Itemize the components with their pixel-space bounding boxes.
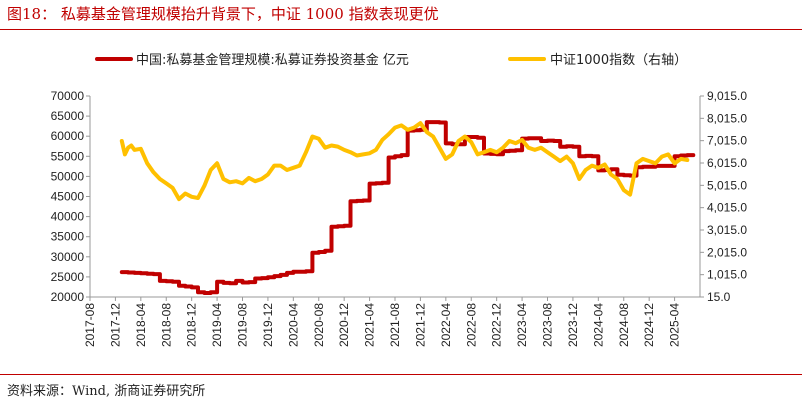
source-note: 资料来源：Wind, 浙商证券研究所 [7, 384, 206, 399]
y-right-tick-label: 8,015.0 [707, 111, 747, 125]
x-tick-label: 2025-04 [668, 303, 682, 347]
series-line-csi1000 [119, 121, 690, 202]
x-tick-label: 2020-08 [312, 303, 326, 347]
x-tick-label: 2023-04 [515, 303, 529, 347]
x-tick-label: 2022-04 [439, 303, 453, 347]
x-tick-label: 2019-08 [236, 303, 250, 347]
y-right-tick-label: 2,015.0 [707, 245, 747, 259]
x-tick-label: 2023-08 [541, 303, 555, 347]
y-left-tick-label: 25000 [51, 270, 85, 284]
y-left-tick-label: 40000 [51, 210, 85, 224]
chart-axes: 20000 25000 30000 35000 40000 45000 50000 55000… [51, 89, 748, 347]
source-rule [0, 374, 802, 375]
y-left-tick-label: 70000 [51, 89, 85, 103]
y-right-tick-label: 4,015.0 [707, 201, 747, 215]
y-left-tick-label: 20000 [51, 290, 85, 304]
y-right-tick-label: 1,015.0 [707, 268, 747, 282]
y-left-tick-label: 65000 [51, 109, 85, 123]
x-tick-label: 2021-08 [388, 303, 402, 347]
x-tick-label: 2017-08 [83, 303, 97, 347]
x-tick-label: 2018-08 [159, 303, 173, 347]
x-tick-label: 2024-08 [617, 303, 631, 347]
x-tick-label: 2017-12 [108, 303, 122, 347]
y-left-tick-label: 30000 [51, 250, 85, 264]
y-right-tick-label: 7,015.0 [707, 134, 747, 148]
x-tick-label: 2022-12 [490, 303, 504, 347]
y-right-tick-label: 9,015.0 [707, 89, 747, 103]
x-tick-label: 2020-12 [337, 303, 351, 347]
y-right-tick-label: 15.0 [707, 290, 731, 304]
y-left-tick-label: 45000 [51, 190, 85, 204]
x-tick-label: 2022-08 [464, 303, 478, 347]
x-tick-label: 2019-04 [210, 303, 224, 347]
y-left-tick-label: 55000 [51, 149, 85, 163]
line-chart: 20000 25000 30000 35000 40000 45000 50000 55000… [51, 52, 748, 347]
title-rule [0, 29, 802, 30]
y-left-tick-label: 35000 [51, 230, 85, 244]
y-left-tick-label: 50000 [51, 169, 85, 183]
y-right-tick-label: 5,015.0 [707, 178, 747, 192]
y-left-tick-label: 60000 [51, 129, 85, 143]
x-tick-label: 2021-12 [413, 303, 427, 347]
y-right-tick-label: 6,015.0 [707, 156, 747, 170]
x-tick-label: 2019-12 [261, 303, 275, 347]
x-tick-label: 2018-12 [185, 303, 199, 347]
x-tick-label: 2021-04 [363, 303, 377, 347]
legend-label: 中国:私募基金管理规模:私募证券投资基金 亿元 [136, 52, 409, 68]
chart-legend: 中国:私募基金管理规模:私募证券投资基金 亿元 中证1000指数（右轴） [95, 52, 687, 68]
x-tick-label: 2024-04 [591, 303, 605, 347]
figure-title: 图18： 私募基金管理规模抬升背景下，中证 1000 指数表现更优 [7, 5, 439, 23]
series-layer [119, 120, 696, 295]
x-tick-label: 2020-04 [286, 303, 300, 347]
x-tick-label: 2023-12 [566, 303, 580, 347]
legend-label: 中证1000指数（右轴） [550, 53, 687, 68]
x-tick-label: 2024-12 [642, 303, 656, 347]
series-line-private-fund-scale [119, 120, 696, 295]
x-tick-label: 2018-04 [134, 303, 148, 347]
y-right-tick-label: 3,015.0 [707, 223, 747, 237]
